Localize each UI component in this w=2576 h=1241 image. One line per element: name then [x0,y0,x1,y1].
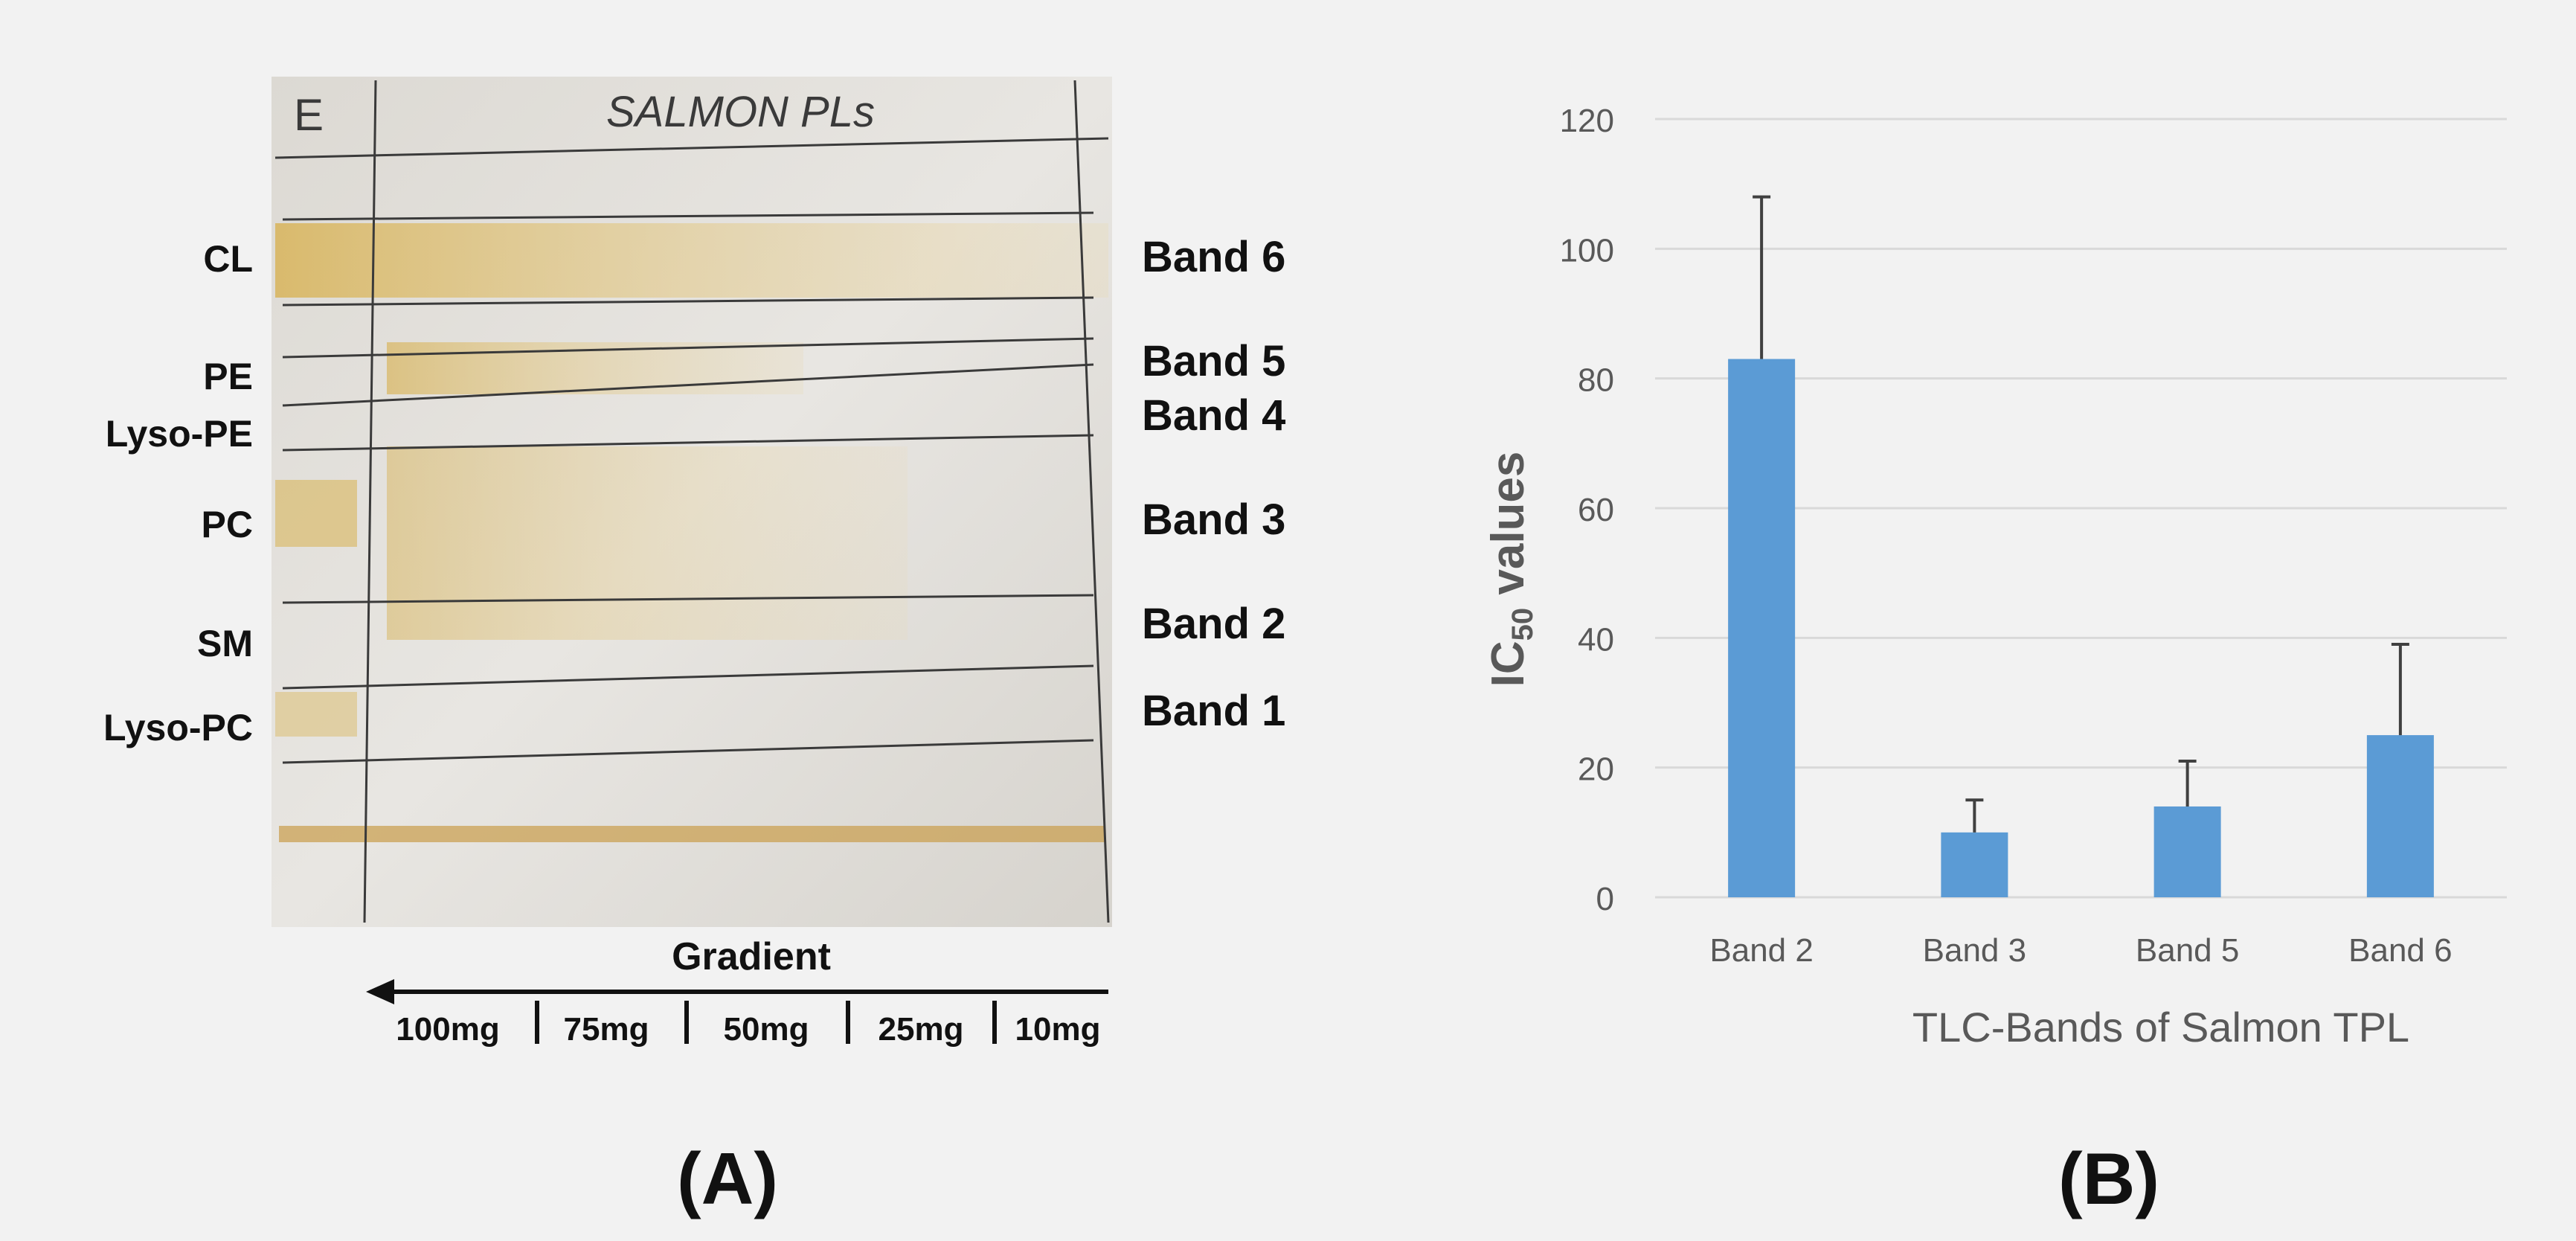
x-tick-label: Band 5 [2136,932,2239,969]
panel-label-b: (B) [2058,1138,2159,1219]
plate-header-left: E [294,90,324,140]
chart-xticks: Band 2 Band 3 Band 5 Band 6 [1709,932,2452,969]
right-label-band-5: Band 5 [1142,337,1285,385]
chart-bars [1728,359,2434,897]
gradient-step-25mg: 25mg [879,1011,964,1048]
left-label-lyso-pe: Lyso-PE [106,413,253,455]
x-tick-label: Band 3 [1923,932,2026,969]
y-axis-label: IC50 values [1483,452,1539,687]
right-label-band-1: Band 1 [1142,687,1285,735]
panel-b: 0 20 40 60 80 100 120 Band 2 Band 3 Band 5 Band 6… [1483,103,2507,1219]
gradient-step-10mg: 10mg [1015,1011,1101,1048]
bar-band-3 [1941,832,2008,897]
y-tick-label: 40 [1578,621,1614,658]
bar-band-2 [1728,359,1796,897]
x-axis-label: TLC-Bands of Salmon TPL [1912,1004,2409,1051]
gradient-step-100mg: 100mg [396,1011,499,1048]
right-label-band-4: Band 4 [1142,391,1285,440]
stain-std-lysopc [275,692,357,737]
y-tick-label: 80 [1578,362,1614,399]
left-label-pe: PE [203,356,253,397]
gradient-arrow-head [366,979,394,1004]
left-label-sm: SM [197,623,253,664]
y-tick-label: 60 [1578,492,1614,528]
stain-band-3 [387,446,908,640]
panel-a: E SALMON PLs CL PE Lyso-PE PC SM Lyso-PC… [103,77,1285,1219]
y-tick-label: 100 [1560,232,1614,269]
gradient-step-50mg: 50mg [724,1011,809,1048]
right-label-band-6: Band 6 [1142,233,1285,281]
left-label-pc: PC [202,504,253,545]
plate-header-title: SALMON PLs [606,88,875,136]
panel-label-a: (A) [677,1138,778,1219]
pencil-lines [274,80,1110,923]
stain-band-6 [275,223,1108,298]
x-tick-label: Band 2 [1709,932,1813,969]
stain-std-pc [275,480,357,547]
left-label-cl: CL [203,238,253,280]
left-label-lyso-pc: Lyso-PC [103,707,253,748]
gradient-title: Gradient [672,935,831,978]
y-tick-label: 20 [1578,751,1614,788]
y-tick-label: 120 [1560,103,1614,139]
y-tick-label: 0 [1596,881,1614,917]
chart-yticks: 0 20 40 60 80 100 120 [1560,103,1614,917]
bar-band-5 [2153,806,2221,897]
right-label-band-3: Band 3 [1142,496,1285,544]
gradient-step-75mg: 75mg [564,1011,649,1048]
right-label-band-2: Band 2 [1142,600,1285,648]
bar-band-6 [2366,735,2434,897]
stain-origin [279,826,1105,842]
x-tick-label: Band 6 [2348,932,2452,969]
chart-errors [1753,195,2409,833]
chart-grid [1655,118,2507,899]
